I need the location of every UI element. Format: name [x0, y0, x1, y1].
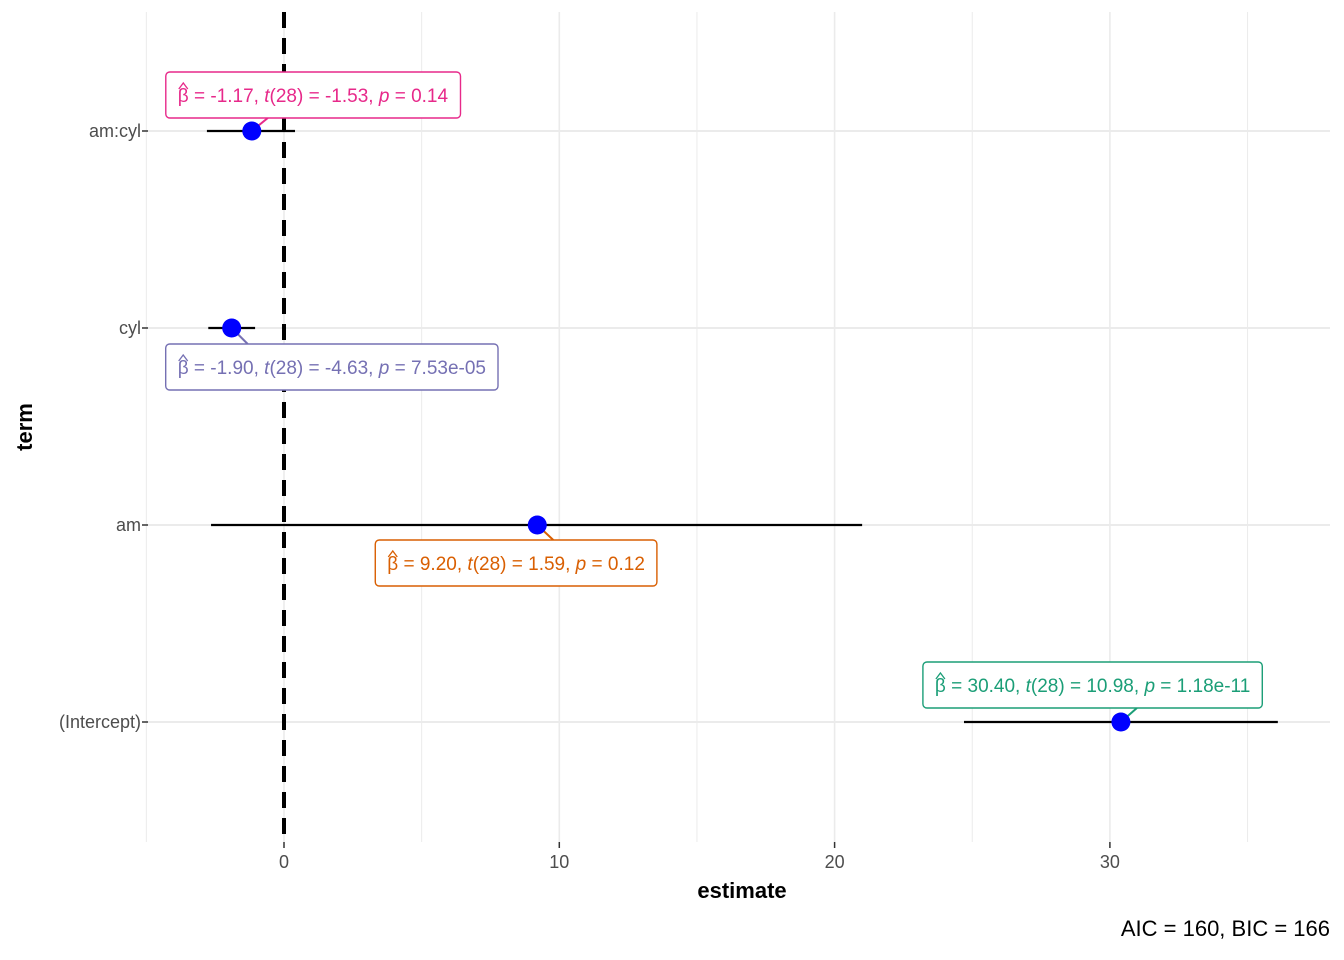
- label-connectors: [230, 117, 1138, 723]
- stat-label-box: [165, 71, 462, 119]
- p-value: = 1.18e-11: [1155, 676, 1250, 697]
- beta-symbol: β: [387, 554, 398, 575]
- beta-hat-mark: [387, 549, 398, 558]
- beta-value: = -1.90,: [189, 358, 265, 379]
- stat-label-text: β = 9.20, t(28) = 1.59, p = 0.12: [387, 554, 645, 575]
- whiskers: [206, 129, 1278, 724]
- beta-value: = -1.17,: [189, 86, 265, 107]
- stat-label-box: [164, 343, 499, 391]
- t-symbol: t: [264, 86, 270, 107]
- beta-symbol: β: [178, 358, 189, 379]
- beta-value: = 30.40,: [946, 676, 1026, 697]
- y-tick-label: (Intercept): [59, 712, 141, 732]
- stat-labels: β = -1.17, t(28) = -1.53, p = 0.14β = -1…: [164, 71, 1263, 709]
- y-tick-label: am:cyl: [89, 121, 141, 141]
- y-axis-title: term: [12, 403, 37, 451]
- stat-label: β = -1.17, t(28) = -1.53, p = 0.14: [165, 71, 462, 119]
- p-value: = 7.53e-05: [389, 358, 486, 379]
- x-tick-label: 0: [279, 852, 289, 872]
- axes: 0 10 20 30 am:cyl cyl am (Intercept): [59, 121, 1120, 872]
- stat-label-box: [922, 661, 1263, 709]
- y-tick-label: cyl: [119, 318, 141, 338]
- stat-label: β = 9.20, t(28) = 1.59, p = 0.12: [374, 539, 658, 587]
- estimate-point: [242, 121, 262, 141]
- points: [222, 121, 1131, 732]
- beta-hat-mark: [178, 353, 189, 362]
- beta-symbol: β: [935, 676, 946, 697]
- beta-hat-mark: [178, 81, 189, 90]
- t-symbol: t: [467, 554, 473, 575]
- stat-label-box: [374, 539, 658, 587]
- stat-label-text: β = -1.17, t(28) = -1.53, p = 0.14: [178, 86, 449, 107]
- estimate-point: [527, 515, 547, 535]
- t-value: (28) = -1.53,: [270, 86, 379, 107]
- t-value: (28) = 10.98,: [1031, 676, 1145, 697]
- y-tick-label: am: [116, 515, 141, 535]
- t-symbol: t: [1026, 676, 1032, 697]
- x-axis-title: estimate: [697, 878, 786, 903]
- model-fit-caption: AIC = 160, BIC = 166: [1121, 916, 1330, 941]
- beta-value: = 9.20,: [398, 554, 467, 575]
- beta-symbol: β: [178, 86, 189, 107]
- p-value: = 0.12: [586, 554, 645, 575]
- grid: [145, 12, 1330, 842]
- stat-label-text: β = 30.40, t(28) = 10.98, p = 1.18e-11: [935, 676, 1250, 697]
- x-tick-label: 30: [1100, 852, 1120, 872]
- beta-hat-mark: [935, 671, 946, 680]
- p-symbol: p: [575, 554, 587, 575]
- x-tick-label: 10: [549, 852, 569, 872]
- t-value: (28) = 1.59,: [473, 554, 576, 575]
- x-tick-label: 20: [825, 852, 845, 872]
- estimate-point: [222, 318, 242, 338]
- stat-label: β = -1.90, t(28) = -4.63, p = 7.53e-05: [164, 343, 499, 391]
- p-symbol: p: [1143, 676, 1155, 697]
- stat-label-text: β = -1.90, t(28) = -4.63, p = 7.53e-05: [178, 358, 486, 379]
- stat-label: β = 30.40, t(28) = 10.98, p = 1.18e-11: [922, 661, 1263, 709]
- p-value: = 0.14: [389, 86, 448, 107]
- estimate-point: [1111, 712, 1131, 732]
- p-symbol: p: [378, 86, 390, 107]
- t-value: (28) = -4.63,: [269, 358, 378, 379]
- t-symbol: t: [264, 358, 270, 379]
- p-symbol: p: [378, 358, 390, 379]
